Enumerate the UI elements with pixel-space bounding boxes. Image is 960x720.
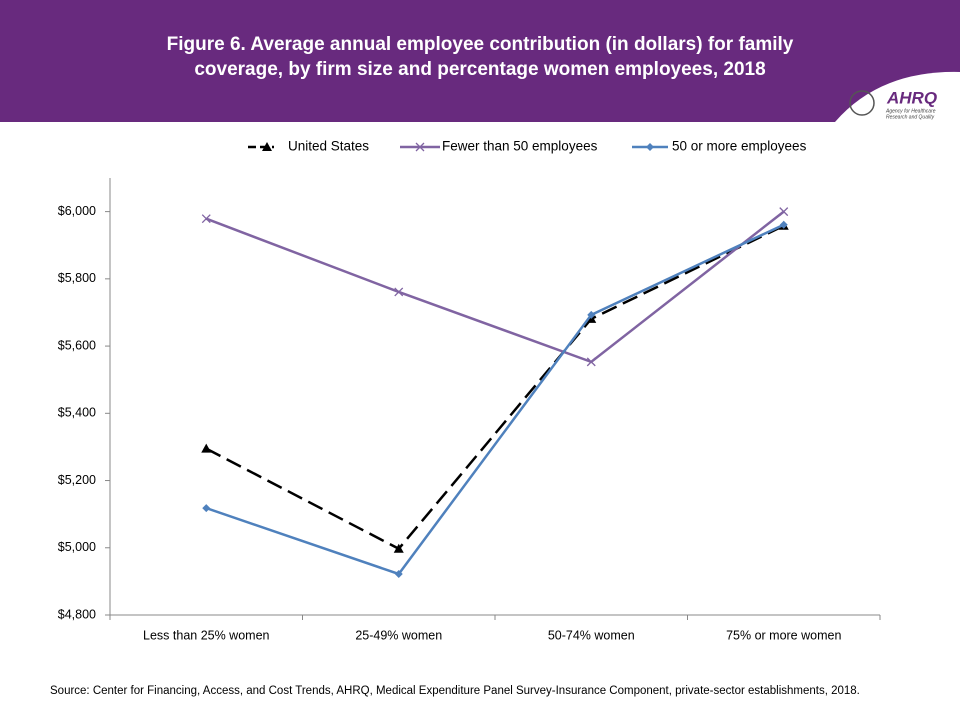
legend-label: 50 or more employees [672, 139, 807, 154]
series-line [205, 223, 785, 576]
legend-label: Fewer than 50 employees [442, 139, 598, 154]
marker [779, 207, 789, 217]
header-band [0, 0, 960, 122]
y-tick-label: $5,400 [58, 406, 96, 420]
marker [201, 443, 212, 453]
source-note: Source: Center for Financing, Access, an… [50, 685, 860, 697]
marker [587, 310, 596, 319]
marker [393, 543, 404, 553]
y-tick-label: $4,800 [58, 607, 96, 621]
logo-tagline: Research and Quality [886, 114, 935, 120]
series-line [205, 224, 785, 551]
marker [586, 357, 596, 367]
marker [262, 142, 272, 151]
logo-text: AHRQ [886, 88, 937, 107]
marker [646, 143, 654, 151]
y-tick-label: $5,200 [58, 473, 96, 487]
y-tick-label: $6,000 [58, 204, 96, 218]
x-tick-label: Less than 25% women [143, 628, 270, 642]
y-tick-label: $5,000 [58, 540, 96, 554]
logo-corner [835, 71, 960, 122]
x-tick-label: 75% or more women [726, 628, 841, 642]
x-tick-label: 25-49% women [355, 628, 442, 642]
hhs-seal [849, 90, 875, 116]
logo-tagline: Agency for Healthcare [885, 108, 936, 114]
marker [394, 569, 403, 578]
marker [415, 142, 425, 152]
marker [201, 214, 211, 224]
legend-label: United States [288, 139, 369, 154]
marker [202, 504, 211, 513]
chart-title: Figure 6. Average annual employee contri… [167, 34, 794, 55]
chart-subtitle: coverage, by firm size and percentage wo… [194, 59, 765, 80]
marker [779, 220, 788, 229]
x-tick-label: 50-74% women [548, 628, 635, 642]
y-tick-label: $5,600 [58, 338, 96, 352]
marker [394, 287, 404, 297]
y-tick-label: $5,800 [58, 271, 96, 285]
series-line [205, 210, 785, 364]
